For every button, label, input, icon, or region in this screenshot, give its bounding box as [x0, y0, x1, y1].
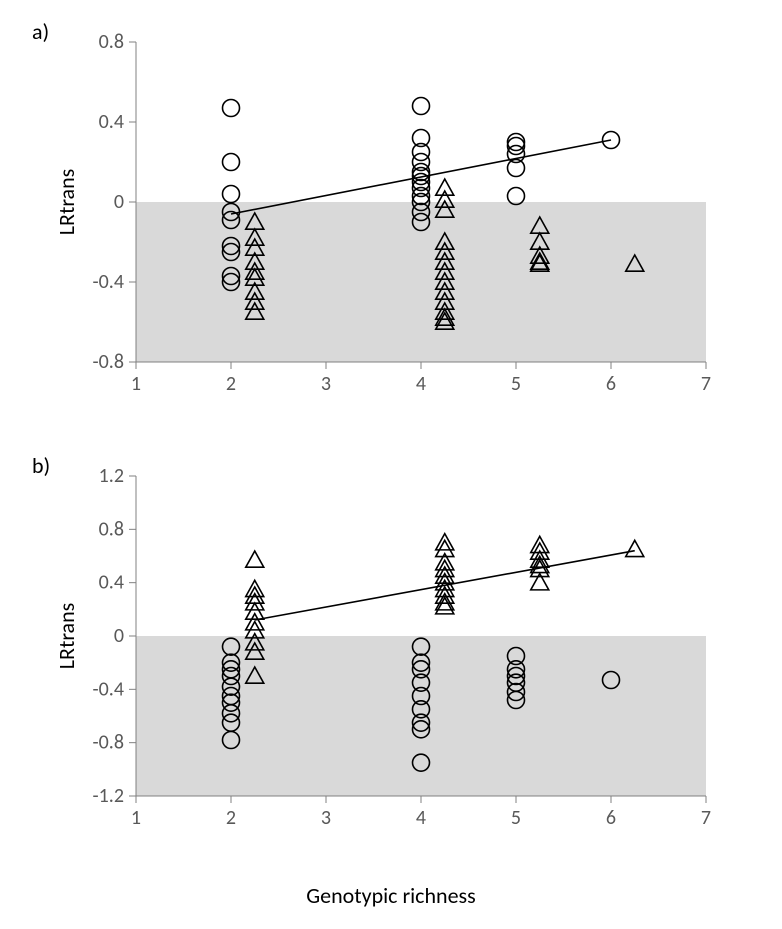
y-axis-label: LRtrans [53, 169, 80, 235]
x-tick-label: 3 [321, 372, 331, 396]
x-tick-label: 4 [416, 372, 426, 396]
y-tick-label: -0.4 [93, 270, 124, 294]
circle-marker [413, 98, 430, 115]
negative-region-shade [136, 202, 706, 362]
triangle-marker [246, 551, 264, 567]
circle-marker [223, 154, 240, 171]
x-tick-label: 6 [606, 806, 616, 830]
circle-marker [223, 186, 240, 203]
chart-panel-b: 1 2 3 4 5 6 7 -1.2 -0.8 -0.4 0 0.4 0.8 1.2 LRtrans [50, 444, 750, 844]
y-tick-label: 0.8 [99, 517, 124, 541]
y-tick-label: 1.2 [99, 464, 124, 488]
y-tick-label: -0.4 [93, 677, 124, 701]
circle-marker [413, 164, 430, 181]
chart-panel-a: 1 2 3 4 5 6 7 -0.8 -0.4 0 0.4 0.8 LRtrans [50, 10, 750, 410]
y-tick-label: -0.8 [93, 731, 124, 755]
x-tick-label: 5 [511, 372, 521, 396]
y-tick-label: 0 [114, 190, 124, 214]
y-tick-label: -1.2 [93, 784, 124, 808]
x-tick-label: 7 [701, 372, 711, 396]
x-tick-label: 4 [416, 806, 426, 830]
y-tick-label: 0 [114, 624, 124, 648]
circle-marker [508, 188, 525, 205]
triangle-marker [436, 179, 454, 195]
y-axis-label: LRtrans [53, 603, 80, 669]
triangle-marker [626, 540, 644, 556]
panel-b-label: b) [32, 452, 50, 479]
y-tick-label: -0.8 [93, 350, 124, 374]
y-tick-label: 0.4 [99, 110, 124, 134]
x-tick-label: 2 [226, 372, 236, 396]
x-tick-label: 7 [701, 806, 711, 830]
x-tick-label: 1 [131, 372, 141, 396]
y-tick-label: 0.8 [99, 30, 124, 54]
y-tick-label: 0.4 [99, 571, 124, 595]
x-tick-label: 3 [321, 806, 331, 830]
negative-region-shade [136, 636, 706, 796]
x-axis-label: Genotypic richness [0, 882, 782, 909]
x-tick-label: 1 [131, 806, 141, 830]
panel-a-label: a) [32, 18, 49, 45]
x-tick-label: 6 [606, 372, 616, 396]
x-tick-label: 2 [226, 806, 236, 830]
circle-marker [223, 100, 240, 117]
x-tick-label: 5 [511, 806, 521, 830]
